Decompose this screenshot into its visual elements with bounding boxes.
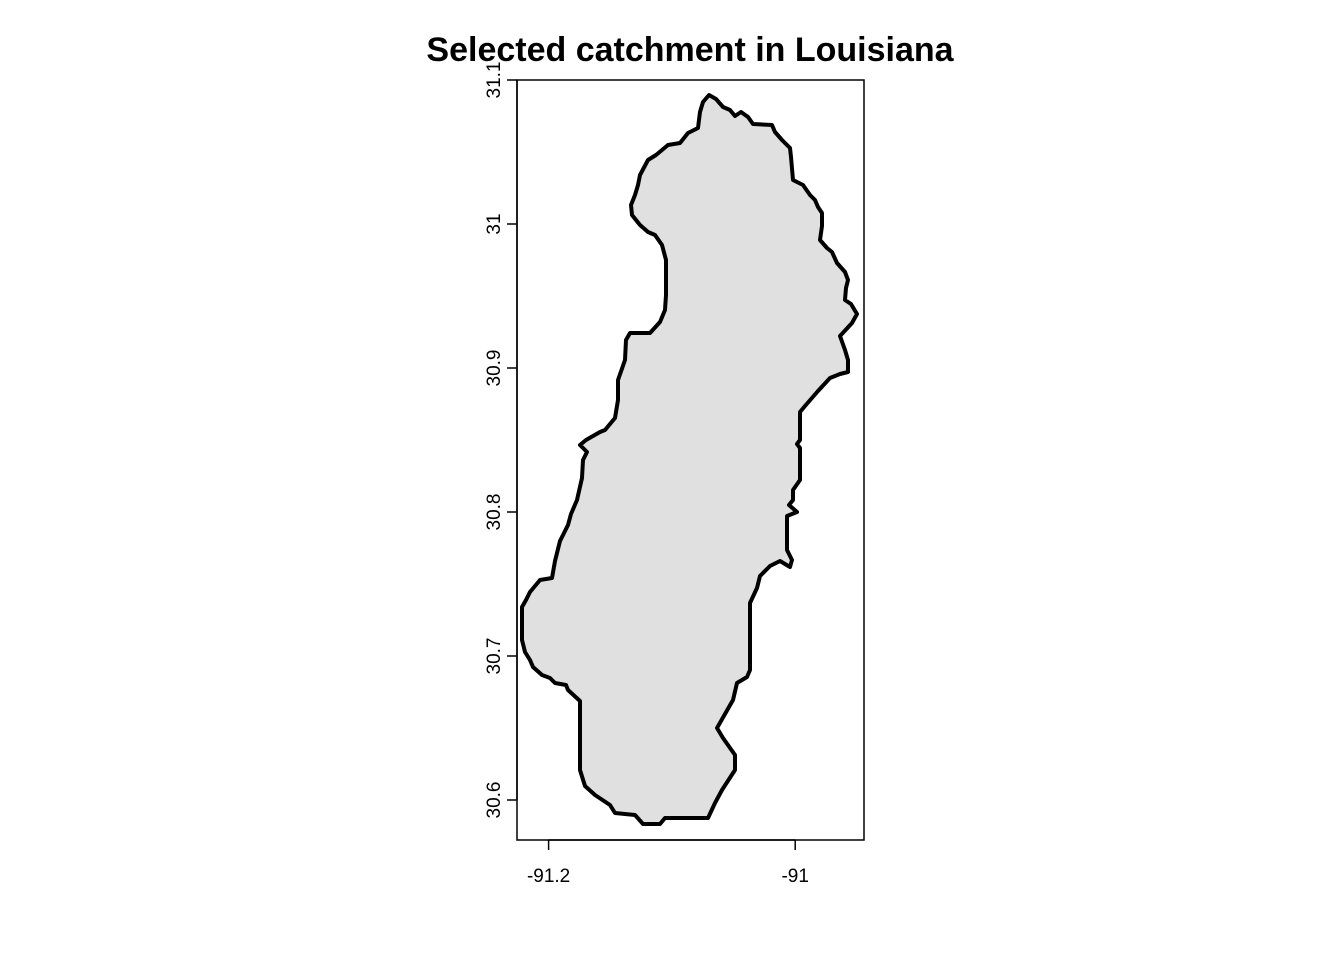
y-tick-label: 30.8 [484, 494, 505, 531]
y-tick-label: 31.1 [484, 62, 505, 99]
x-tick-label: -91 [781, 866, 808, 887]
y-tick-label: 31 [484, 213, 505, 234]
y-tick-label: 30.7 [484, 638, 505, 675]
y-axis: 30.6 30.7 30.8 30.9 31 31.1 [484, 62, 518, 819]
y-tick-label: 30.6 [484, 782, 505, 819]
x-tick-label: -91.2 [527, 866, 570, 887]
catchment-polygon [520, 93, 859, 826]
map-title: Selected catchment in Louisiana [426, 31, 954, 69]
y-tick-label: 30.9 [484, 350, 505, 387]
x-axis: -91.2 -91 [527, 839, 809, 887]
